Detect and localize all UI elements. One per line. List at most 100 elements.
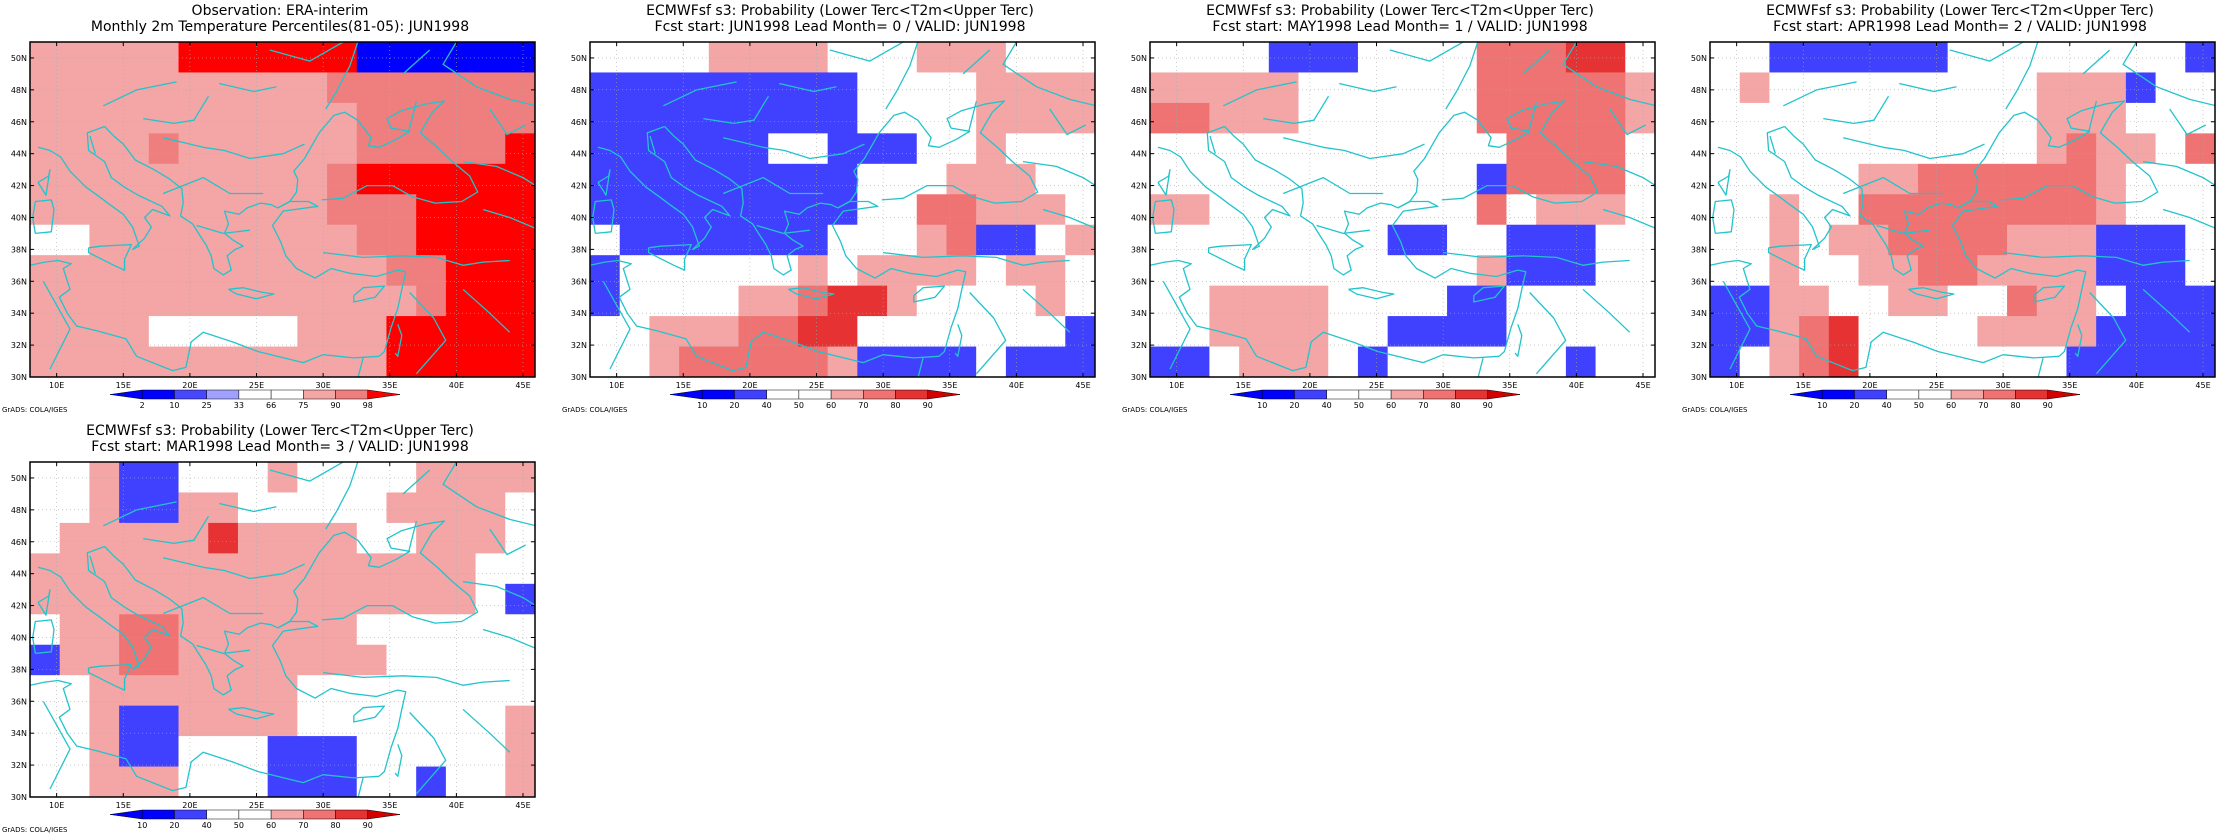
grid-cell [2036, 133, 2068, 165]
grid-cell [1357, 316, 1389, 348]
grid-cell [416, 255, 447, 287]
coastline [402, 49, 431, 75]
grid-cell [148, 42, 180, 74]
grid-cell [1268, 285, 1300, 317]
grid-cell [1065, 102, 1095, 134]
grid-cell [445, 316, 477, 348]
grid-cell [2185, 316, 2215, 348]
coastline [163, 557, 305, 580]
grid-cell [416, 492, 447, 524]
grid-cell [738, 102, 769, 134]
grid-cell [59, 553, 91, 585]
lon-tick-label: 35E [1502, 381, 1517, 390]
grid-cell [89, 194, 120, 226]
grid-cell [1417, 133, 1448, 165]
grid-cell [2096, 224, 2127, 256]
grid-cell [1035, 316, 1066, 348]
grid-cell [2185, 133, 2215, 165]
grid-cell [297, 583, 328, 615]
grid-cell [30, 705, 61, 737]
grid-cell [148, 583, 180, 615]
grid-cell [1065, 316, 1095, 348]
grid-cell [1035, 133, 1066, 165]
grid-cell [1977, 316, 2008, 348]
colorbar-segment [830, 389, 864, 400]
grid-cell [1828, 72, 1860, 104]
grid-cell [1710, 316, 1741, 348]
grid-cell [1417, 72, 1448, 104]
grid-cell [1769, 102, 1800, 134]
grid-cell [1506, 72, 1537, 104]
coastline [1209, 135, 1216, 154]
map-frame [29, 461, 536, 798]
colorbar-segment [238, 389, 272, 400]
grid-cell [1625, 163, 1655, 195]
percentile-field [30, 462, 535, 797]
grid-cell [505, 492, 535, 524]
colorbar-label: 50 [1914, 401, 1924, 410]
colorbar-segment [895, 389, 929, 400]
lat-tick-label: 30N [11, 793, 27, 802]
coastline [1602, 208, 1655, 229]
grid-cell [416, 224, 447, 256]
grid-cell [1947, 224, 1978, 256]
coastline [779, 82, 837, 93]
percentile-field [30, 42, 560, 377]
grid-cell [356, 583, 388, 615]
coastline [1207, 243, 1252, 271]
lat-tick-label: 36N [1131, 277, 1147, 286]
coastline [103, 501, 177, 527]
grid-cell [416, 102, 447, 134]
grid-cell [2155, 285, 2186, 317]
lat-tick-label: 50N [11, 54, 27, 63]
grid-cell [1536, 72, 1567, 104]
lat-tick-label: 38N [571, 245, 587, 254]
grid-cell [708, 285, 740, 317]
colorbar: 10 20 40 50 60 70 80 90 [669, 389, 961, 410]
grid-cell [416, 285, 447, 317]
grid-cell [1328, 102, 1359, 134]
grid-cell [976, 163, 1007, 195]
coastline [546, 130, 560, 245]
coastline [1473, 285, 1506, 303]
grid-cell [89, 583, 120, 615]
grid-cell [1357, 285, 1389, 317]
grid-cell [30, 462, 61, 494]
grid-cell [887, 224, 918, 256]
grid-cell [505, 553, 535, 585]
grid-cell [237, 72, 269, 104]
colorbar-segment [1983, 389, 2016, 400]
grid-cell [505, 614, 535, 646]
grid-cell [1476, 316, 1508, 348]
grid-cell [327, 163, 358, 195]
grid-cell [1239, 346, 1270, 377]
grid-cell [267, 102, 298, 134]
grid-cell [1947, 285, 1978, 317]
grid-cell [827, 346, 858, 377]
grid-cell [2066, 194, 2097, 226]
grid-cell [148, 644, 180, 676]
coastline [1397, 100, 1599, 209]
colorbar-label: 75 [298, 401, 308, 410]
grid-cell [2096, 163, 2127, 195]
grid-cell [356, 492, 388, 524]
grid-cell [2096, 133, 2127, 165]
grid-cell [619, 163, 651, 195]
grid-cell [857, 224, 888, 256]
lon-tick-label: 40E [449, 801, 464, 810]
coastline [2082, 49, 2111, 75]
grid-cell [976, 72, 1007, 104]
grid-cell [768, 102, 799, 134]
map-frame [29, 41, 536, 378]
lat-tick-label: 36N [1691, 277, 1707, 286]
grid-cell [1179, 133, 1211, 165]
grid-cell [386, 614, 417, 646]
coastline [323, 671, 510, 686]
colorbar: 10 20 40 50 60 70 80 90 [109, 809, 401, 830]
grid-cell [1506, 163, 1537, 195]
grid-cell [1536, 346, 1567, 377]
grid-cell [208, 194, 239, 226]
grid-cell [119, 614, 150, 646]
grid-cell [649, 316, 680, 348]
grid-cell [1625, 224, 1655, 256]
